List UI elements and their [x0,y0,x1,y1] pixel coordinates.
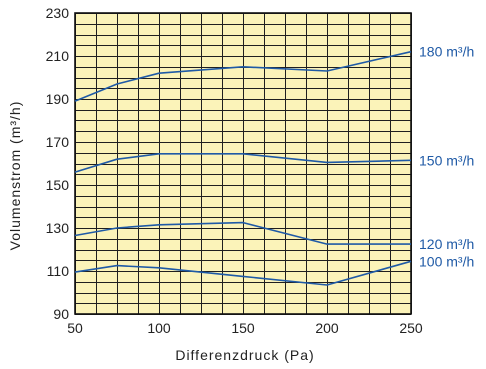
series-line [74,153,412,173]
x-axis-ticks: 50 100 150 200 250 [67,320,423,336]
x-tick-label: 250 [399,320,423,336]
plot-frame [74,12,412,315]
y-tick-label: 150 [46,177,70,193]
grid [75,13,412,315]
x-tick-label: 200 [315,320,339,336]
x-tick-label: 50 [67,320,83,336]
x-tick-label: 150 [231,320,255,336]
y-tick-label: 210 [46,48,70,64]
series-label: 180 m³/h [419,44,474,60]
y-tick-label: 170 [46,134,70,150]
x-tick-label: 100 [147,320,171,336]
y-axis-ticks: 90 110 130 150 170 190 210 230 [46,5,70,322]
x-axis-label: Differenzdruck (Pa) [175,347,314,363]
y-tick-label: 130 [46,220,70,236]
series-label: 150 m³/h [419,152,474,168]
series-lines [74,50,412,286]
series-label: 120 m³/h [419,236,474,252]
y-tick-label: 110 [47,263,70,279]
y-tick-label: 190 [46,91,70,107]
y-tick-label: 230 [46,5,70,21]
series-line [74,50,412,102]
series-label: 100 m³/h [419,253,474,269]
series-line [74,221,411,245]
series-line [74,260,412,286]
y-tick-label: 90 [53,306,69,322]
y-axis-label: Volumenstrom (m³/h) [7,101,23,251]
plot-area [75,13,411,314]
